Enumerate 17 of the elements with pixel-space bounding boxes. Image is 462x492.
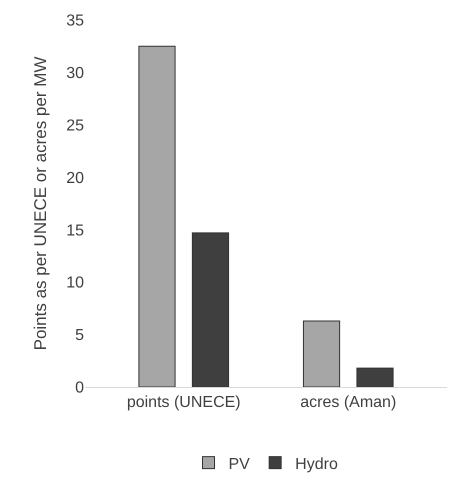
legend-label: PV	[228, 456, 250, 473]
y-tick-label: 35	[66, 12, 84, 30]
y-axis-title: Points as per UNECE or acres per MW	[30, 56, 50, 350]
legend-label: Hydro	[295, 456, 338, 473]
y-tick-label: 0	[75, 380, 84, 397]
y-tick-label: 5	[75, 327, 84, 344]
bar	[138, 46, 176, 387]
bar	[192, 232, 230, 387]
bar	[302, 320, 340, 387]
y-tick-label: 15	[66, 222, 84, 240]
y-tick-label: 30	[66, 65, 84, 82]
x-tick-label: points (UNECE)	[126, 394, 241, 412]
x-tick-label: acres (Aman)	[300, 394, 396, 412]
y-tick-label: 20	[66, 170, 84, 187]
bar	[356, 368, 394, 387]
y-tick-label: 25	[66, 117, 84, 134]
y-tick-label: 10	[66, 274, 84, 292]
